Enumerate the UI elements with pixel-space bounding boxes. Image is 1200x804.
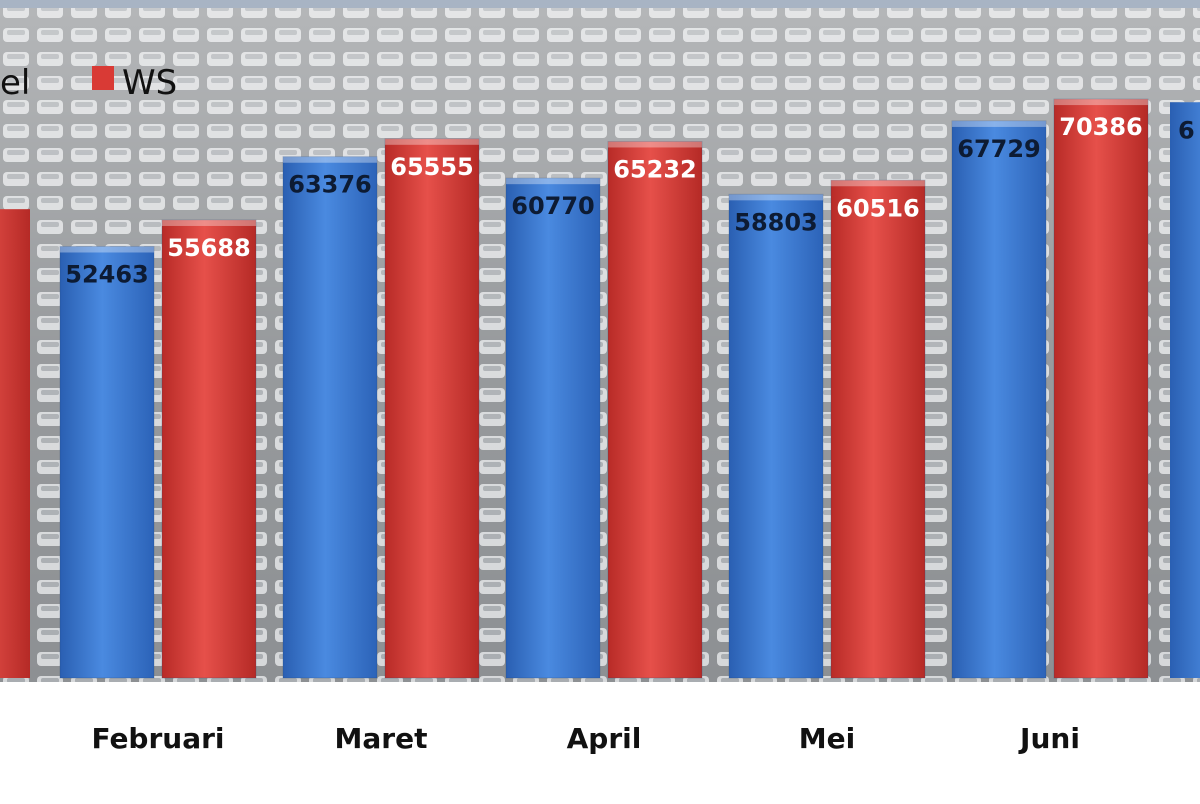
bar-ws-maret-top-highlight — [385, 138, 479, 145]
bar-el-mei — [728, 193, 824, 679]
bar-partial-left — [0, 209, 30, 679]
value-label-el-juni: 67729 — [957, 135, 1041, 163]
x-tick-label-juni: Juni — [1018, 722, 1080, 755]
bar-el-mei-top-highlight — [729, 194, 823, 201]
category-axis-band — [0, 682, 1200, 800]
value-labels-layer: 52463 55688 63376 65555 60770 65232 58803 60516… — [65, 113, 1195, 288]
bar-ws-juni — [1053, 98, 1149, 679]
bar-el-maret — [282, 156, 378, 679]
bar-ws-maret — [384, 138, 480, 679]
legend: el WS — [0, 63, 177, 103]
bar-ws-april — [607, 140, 703, 679]
value-label-ws-februari: 55688 — [167, 234, 251, 262]
x-tick-label-maret: Maret — [335, 722, 428, 755]
value-label-el-maret: 63376 — [288, 171, 372, 199]
value-label-ws-mei: 60516 — [836, 194, 920, 222]
bar-ws-februari-top-highlight — [162, 219, 256, 226]
legend-label-series-1: el — [0, 63, 30, 103]
bar-el-februari-top-highlight — [60, 246, 154, 253]
bar-el-juni — [951, 120, 1047, 679]
value-label-ws-juni: 70386 — [1059, 113, 1143, 141]
value-label-ws-april: 65232 — [613, 155, 697, 183]
value-label-el-april: 60770 — [511, 192, 595, 220]
bar-el-juni-top-highlight — [952, 120, 1046, 127]
bar-partial-right — [1170, 102, 1200, 678]
bars-layer — [0, 98, 1200, 679]
value-label-el-mei: 58803 — [734, 208, 818, 236]
legend-swatch-series-2 — [92, 66, 114, 90]
bar-el-maret-top-highlight — [283, 156, 377, 163]
x-tick-label-februari: Februari — [91, 722, 224, 755]
bar-ws-mei-top-highlight — [831, 180, 925, 187]
value-label-el-februari: 52463 — [65, 260, 149, 288]
x-tick-label-mei: Mei — [799, 722, 855, 755]
value-label-partial-right: 6 — [1178, 116, 1195, 144]
bar-el-april-top-highlight — [506, 178, 600, 185]
legend-label-series-2: WS — [122, 63, 177, 103]
bar-ws-juni-top-highlight — [1054, 99, 1148, 106]
bar-el-april — [505, 177, 601, 679]
x-tick-labels: Februari Maret April Mei Juni — [91, 722, 1079, 755]
bar-ws-april-top-highlight — [608, 141, 702, 148]
bar-el-februari — [59, 245, 155, 679]
x-tick-label-april: April — [567, 722, 642, 755]
bar-ws-mei — [830, 179, 926, 679]
value-label-ws-maret: 65555 — [390, 153, 474, 181]
bar-ws-februari — [161, 219, 257, 679]
